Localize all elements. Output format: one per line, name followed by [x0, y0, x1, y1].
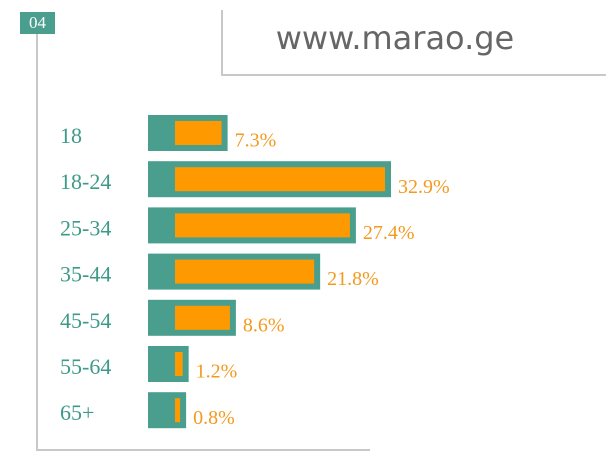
category-label: 55-64	[60, 354, 111, 379]
value-label: 21.8%	[327, 268, 379, 290]
value-label: 7.3%	[235, 130, 277, 152]
value-label: 0.8%	[193, 407, 235, 429]
bar	[175, 398, 181, 423]
bar	[175, 213, 350, 238]
badge-box	[20, 12, 55, 34]
category-label: 25-34	[60, 215, 111, 240]
category-label: 18	[60, 123, 82, 148]
value-label: 27.4%	[363, 222, 415, 244]
category-label: 35-44	[60, 262, 111, 287]
value-label: 8.6%	[243, 314, 285, 336]
category-label: 65+	[60, 400, 94, 425]
badge: 04	[29, 13, 47, 32]
bar	[175, 121, 222, 145]
bar	[175, 305, 230, 330]
title-frame	[221, 10, 606, 76]
frame-line	[36, 34, 370, 451]
chart-title: www.marao.ge	[276, 19, 514, 57]
value-label: 1.2%	[196, 361, 238, 383]
bar	[175, 167, 385, 192]
bar-frame	[148, 392, 187, 429]
value-label: 32.9%	[398, 176, 450, 198]
category-label: 18-24	[60, 169, 111, 194]
bar	[175, 352, 183, 376]
category-label: 45-54	[60, 308, 111, 333]
bar	[175, 259, 315, 284]
